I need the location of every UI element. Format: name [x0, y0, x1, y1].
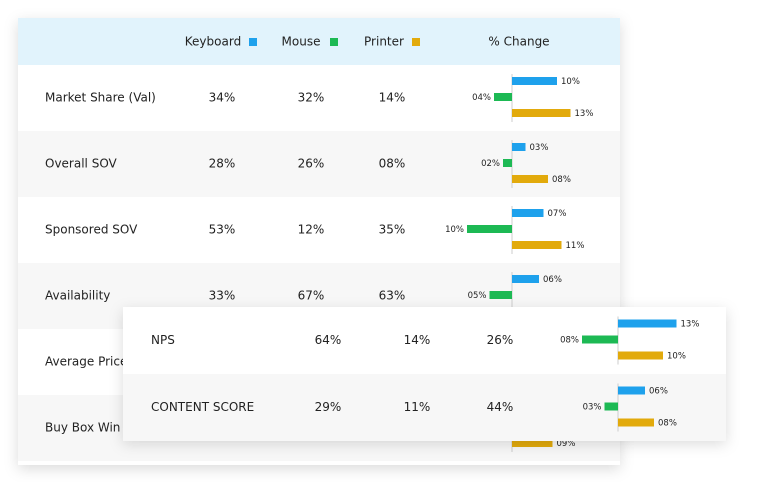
- change-bar: [618, 351, 663, 360]
- cell-value: 29%: [315, 400, 342, 414]
- change-bar: [582, 335, 618, 344]
- change-bar: [512, 439, 553, 447]
- cell-value: 08%: [379, 157, 406, 171]
- row-label: Overall SOV: [45, 157, 118, 171]
- cell-value: 53%: [209, 223, 236, 237]
- change-bar: [512, 275, 539, 283]
- column-header: Printer: [364, 35, 404, 49]
- change-label: 08%: [658, 419, 677, 429]
- change-bar: [604, 402, 618, 411]
- cell-value: 26%: [298, 157, 325, 171]
- row-bg: [123, 374, 726, 441]
- change-label: 03%: [530, 143, 549, 153]
- change-bar: [512, 209, 544, 217]
- change-bar: [512, 109, 571, 117]
- cell-value: 67%: [298, 289, 325, 303]
- row-label: CONTENT SCORE: [151, 400, 254, 414]
- change-label: 13%: [681, 320, 700, 330]
- change-label: 08%: [560, 336, 579, 346]
- cell-value: 26%: [487, 333, 514, 347]
- change-label: 03%: [583, 403, 602, 413]
- change-label: 02%: [481, 159, 500, 169]
- change-label: 09%: [557, 439, 576, 449]
- cell-value: 64%: [315, 333, 342, 347]
- change-bar: [494, 93, 512, 101]
- row-label: Buy Box Win: [45, 421, 120, 435]
- legend-swatch: [412, 38, 420, 46]
- change-label: 11%: [566, 241, 585, 251]
- change-label: 06%: [649, 387, 668, 397]
- change-bar: [512, 77, 557, 85]
- row-label: Availability: [45, 289, 110, 303]
- row-label: Sponsored SOV: [45, 223, 138, 237]
- main-card: Keyboard Mouse Printer % Change Market Share…: [18, 18, 620, 465]
- cell-value: 32%: [298, 91, 325, 105]
- change-label: 10%: [667, 352, 686, 362]
- change-label: 10%: [445, 225, 464, 235]
- row-label: Market Share (Val): [45, 91, 156, 105]
- cell-value: 34%: [209, 91, 236, 105]
- change-bar: [618, 319, 677, 328]
- cell-value: 11%: [404, 400, 431, 414]
- change-label: 07%: [548, 209, 567, 219]
- change-bar: [512, 175, 548, 183]
- change-bar: [489, 291, 512, 299]
- change-label: 10%: [561, 77, 580, 87]
- change-bar: [512, 143, 526, 151]
- change-bar: [512, 241, 562, 249]
- column-header: Keyboard: [185, 35, 241, 49]
- row-label: Average Price: [45, 355, 127, 369]
- cell-value: 12%: [298, 223, 325, 237]
- row-bg: [18, 131, 620, 197]
- cell-value: 28%: [209, 157, 236, 171]
- change-bar: [618, 418, 654, 427]
- change-bar: [467, 225, 512, 233]
- change-label: 05%: [468, 291, 487, 301]
- change-label: 04%: [472, 93, 491, 103]
- cell-value: 33%: [209, 289, 236, 303]
- overlay-card: NPS 64% 14% 26% 13% 08% 10% CONTENT SCORE 29% 11%…: [123, 307, 726, 441]
- cell-value: 14%: [404, 333, 431, 347]
- column-header: Mouse: [282, 35, 321, 49]
- cell-value: 35%: [379, 223, 406, 237]
- change-bar: [503, 159, 512, 167]
- change-label: 08%: [552, 175, 571, 185]
- change-label: 13%: [575, 109, 594, 119]
- change-label: 06%: [543, 275, 562, 285]
- cell-value: 63%: [379, 289, 406, 303]
- cell-value: 44%: [487, 400, 514, 414]
- row-label: NPS: [151, 333, 175, 347]
- header-bg: [18, 18, 620, 65]
- legend-swatch: [330, 38, 338, 46]
- column-header: % Change: [488, 35, 549, 49]
- change-bar: [618, 386, 645, 395]
- cell-value: 14%: [379, 91, 406, 105]
- legend-swatch: [249, 38, 257, 46]
